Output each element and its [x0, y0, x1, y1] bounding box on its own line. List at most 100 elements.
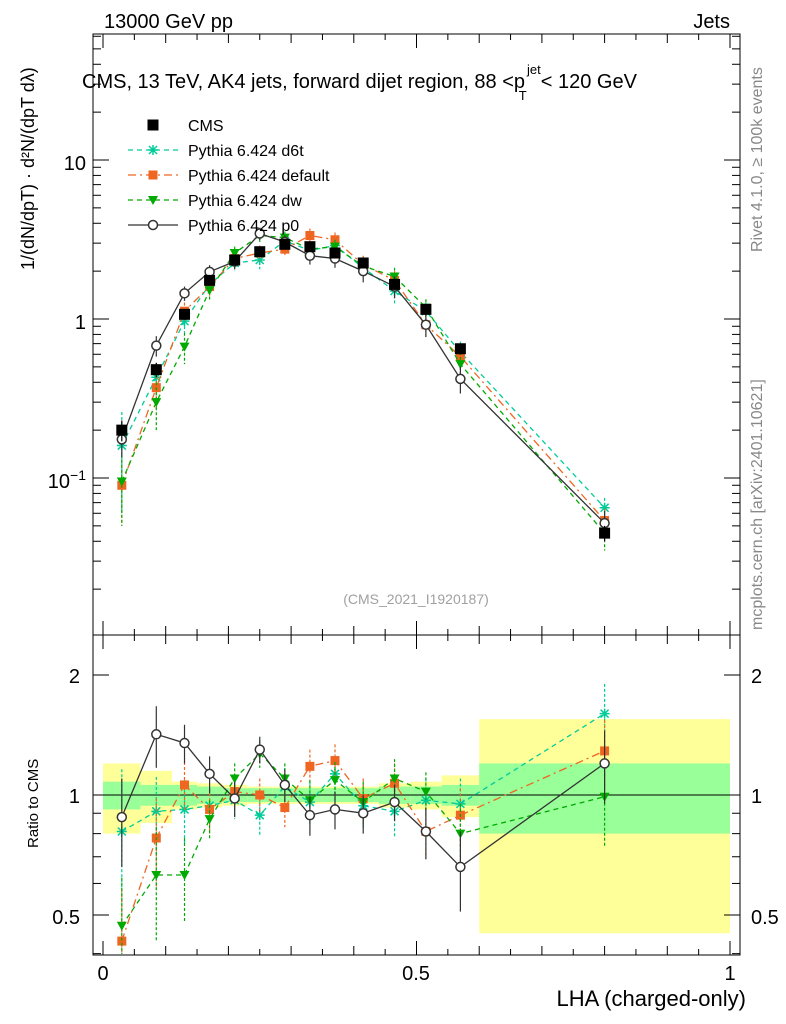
ratio-point-dw-1: [151, 870, 162, 880]
legend-marker-cms: [147, 119, 159, 131]
ratio-point-d6t-5: [254, 810, 265, 821]
y-tick-label-0.1: 10−1: [48, 467, 86, 493]
ratio-point-dw-3: [204, 815, 215, 825]
data-point-dw-1: [151, 398, 162, 408]
ratio-tick-label-0.5: 0.5: [52, 907, 80, 929]
ratio-point-def-6: [280, 803, 290, 813]
data-point-dw-4: [229, 249, 240, 259]
data-point-cms-8: [329, 247, 341, 259]
title-sup: jet: [526, 62, 541, 77]
data-point-dw-12: [455, 360, 466, 370]
ratio-point-p0-5: [254, 744, 265, 755]
data-point-cms-0: [116, 424, 128, 436]
ratio-point-def-3: [205, 804, 215, 814]
legend-item-cms: CMS: [147, 118, 224, 135]
ratio-point-dw-0: [116, 921, 127, 931]
data-point-d6t-2: [179, 316, 190, 327]
legend-item-p0: Pythia 6.424 p0: [128, 218, 299, 235]
title-sub: T: [519, 88, 527, 103]
data-point-cms-5: [254, 246, 266, 258]
legend-marker-dw: [148, 196, 158, 205]
ratio-point-p0-12: [455, 861, 466, 873]
ratio-line-dw: [121, 752, 605, 927]
legend-item-d6t: Pythia 6.424 d6t: [128, 143, 304, 160]
y-tick-label-0.1-base: 10: [48, 471, 70, 493]
ratio-point-p0-11: [420, 826, 432, 837]
side-mcplots-label: mcplots.cern.ch [arXiv:2401.10621]: [749, 379, 766, 630]
data-series: [116, 227, 611, 954]
data-point-p0-2: [179, 288, 190, 299]
data-point-d6t-5: [254, 255, 265, 265]
ratio-point-dw-8: [329, 776, 340, 786]
uncertainty-bands: [103, 719, 730, 934]
side-rivet-label: Rivet 4.1.0, ≥ 100k events: [749, 67, 766, 252]
axis-ticks: [93, 34, 740, 955]
ratio-series-p0: [116, 706, 610, 912]
ratio-point-p0-1: [151, 729, 162, 740]
ratio-point-p0-0: [116, 811, 128, 823]
series-cms: [116, 238, 611, 542]
ratio-point-dw-10: [389, 774, 400, 784]
ratio-point-dw-2: [179, 870, 190, 880]
y-tick-label-0.1-exp: −1: [70, 467, 86, 483]
legend-marker-def: [148, 170, 158, 180]
legend-item-dw: Pythia 6.424 dw: [128, 193, 302, 210]
data-point-cms-7: [304, 241, 316, 253]
data-point-cms-6: [279, 238, 291, 250]
data-point-p0-12: [455, 373, 466, 385]
data-point-p0-1: [151, 340, 162, 351]
legend-marker-p0: [147, 219, 159, 231]
ratio-point-d6t-13: [599, 708, 610, 719]
ratio-point-p0-7: [304, 809, 316, 821]
data-point-p0-11: [420, 319, 432, 331]
series-line-dw: [121, 234, 606, 534]
data-point-cms-4: [229, 254, 241, 266]
data-point-cms-1: [150, 364, 162, 376]
legend-label-d6t: Pythia 6.424 d6t: [188, 143, 304, 160]
title-tail: < 120 GeV: [541, 71, 638, 93]
legend-item-def: Pythia 6.424 default: [128, 168, 330, 185]
legend-label-p0: Pythia 6.424 p0: [188, 218, 299, 235]
ratio-point-p0-9: [357, 807, 369, 819]
y-tick-label-1: 1: [75, 312, 86, 334]
legend-marker-d6t: [148, 145, 158, 155]
data-point-def-7: [305, 231, 315, 241]
ratio-point-p0-13: [599, 758, 610, 769]
ratio-tick-label-2: 2: [69, 666, 80, 688]
series-p0: [116, 227, 610, 538]
legend-label-dw: Pythia 6.424 dw: [188, 193, 302, 210]
data-point-dw-0: [116, 477, 127, 487]
data-point-cms-11: [420, 303, 432, 315]
data-point-cms-10: [389, 278, 401, 290]
ratio-tick-label-1: 1: [69, 786, 80, 808]
ratio-point-dw-11: [420, 787, 431, 797]
data-point-cms-13: [599, 527, 611, 539]
analysis-id: (CMS_2021_I1920187): [343, 591, 489, 607]
data-point-d6t-13: [599, 502, 610, 513]
data-point-def-12: [455, 352, 465, 362]
data-point-cms-2: [179, 308, 191, 320]
ratio-point-p0-8: [329, 804, 341, 815]
y-axis-title-main-text: 1/(dN/dpT) · d²N/(dpT dλ): [18, 67, 38, 270]
ratio-tick-label-0.5-right: 0.5: [751, 907, 779, 929]
series-line-p0: [121, 232, 606, 524]
ratio-point-p0-4: [229, 793, 240, 804]
title-main: CMS, 13 TeV, AK4 jets, forward dijet reg…: [82, 71, 525, 93]
y-axis-title-main: 1/(dN/dpT) · d²N/(dpT dλ): [18, 67, 38, 270]
ratio-tick-label-2-right: 2: [751, 666, 762, 688]
x-tick-label-0.5: 0.5: [402, 963, 430, 985]
data-point-dw-2: [179, 342, 190, 352]
data-point-p0-5: [254, 228, 265, 239]
x-tick-label-1: 1: [724, 963, 735, 985]
data-point-cms-9: [357, 257, 369, 269]
ratio-point-dw-4: [229, 774, 240, 784]
legend-label-def: Pythia 6.424 default: [188, 168, 330, 185]
data-point-p0-7: [304, 250, 316, 261]
y-tick-label-10: 10: [64, 153, 86, 175]
ratio-point-def-0: [117, 936, 127, 946]
legend-label-cms: CMS: [188, 118, 224, 135]
category-label: Jets: [693, 11, 730, 33]
x-axis-title: LHA (charged-only): [556, 986, 746, 1011]
ratio-point-def-2: [180, 780, 190, 790]
